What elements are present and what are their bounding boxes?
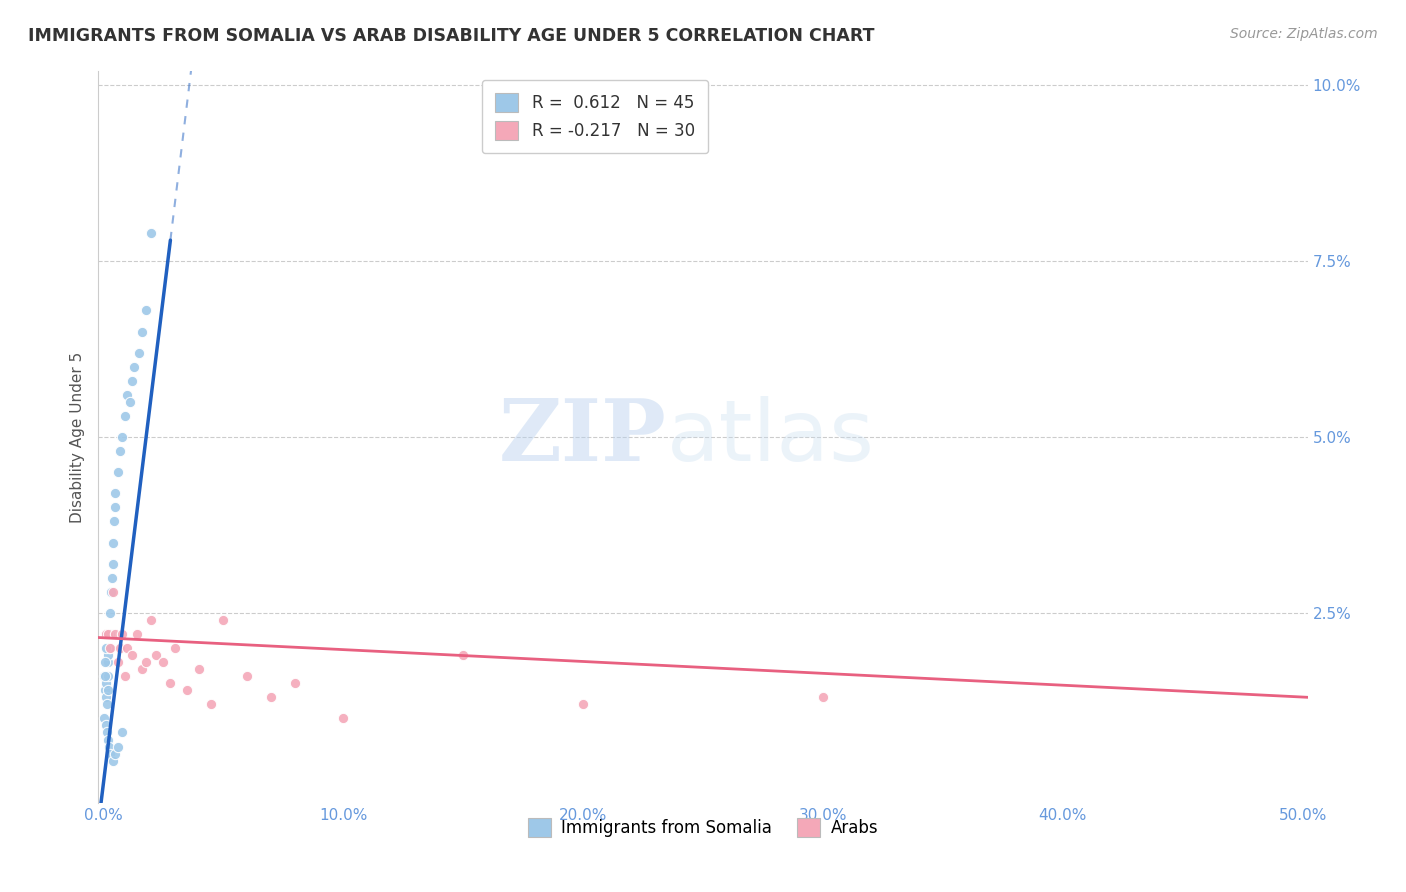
Point xyxy=(284,676,307,690)
Point xyxy=(811,690,834,705)
Point xyxy=(100,627,122,641)
Point xyxy=(115,641,138,656)
Point xyxy=(97,627,120,641)
Point xyxy=(101,754,124,768)
Point xyxy=(451,648,474,662)
Point xyxy=(100,571,122,585)
Point xyxy=(100,606,122,620)
Point xyxy=(94,627,117,641)
Point xyxy=(94,690,117,705)
Point xyxy=(124,359,146,374)
Point xyxy=(115,388,138,402)
Point xyxy=(104,627,127,641)
Y-axis label: Disability Age Under 5: Disability Age Under 5 xyxy=(69,351,84,523)
Point xyxy=(94,641,117,656)
Point xyxy=(98,739,121,754)
Point xyxy=(101,557,124,571)
Point xyxy=(94,718,117,732)
Point xyxy=(128,345,150,359)
Point xyxy=(111,627,134,641)
Point xyxy=(111,430,134,444)
Text: IMMIGRANTS FROM SOMALIA VS ARAB DISABILITY AGE UNDER 5 CORRELATION CHART: IMMIGRANTS FROM SOMALIA VS ARAB DISABILI… xyxy=(28,27,875,45)
Point xyxy=(159,676,181,690)
Point xyxy=(121,648,143,662)
Point xyxy=(131,662,153,676)
Point xyxy=(135,303,157,318)
Point xyxy=(200,698,222,712)
Point xyxy=(104,500,127,515)
Point xyxy=(97,655,120,669)
Point xyxy=(104,486,127,500)
Point xyxy=(145,648,167,662)
Point xyxy=(100,641,122,656)
Point xyxy=(114,669,136,683)
Point xyxy=(125,627,148,641)
Text: atlas: atlas xyxy=(666,395,875,479)
Point xyxy=(165,641,187,656)
Point xyxy=(118,395,141,409)
Point xyxy=(107,655,129,669)
Point xyxy=(100,584,122,599)
Point xyxy=(93,711,115,725)
Point xyxy=(135,655,157,669)
Point xyxy=(93,669,115,683)
Point xyxy=(96,683,118,698)
Point xyxy=(108,641,131,656)
Point xyxy=(114,409,136,423)
Point xyxy=(96,725,118,739)
Point xyxy=(101,584,124,599)
Point xyxy=(141,613,163,627)
Point xyxy=(152,655,174,669)
Point xyxy=(236,669,259,683)
Point xyxy=(108,444,131,458)
Point xyxy=(260,690,283,705)
Point xyxy=(94,655,117,669)
Point xyxy=(97,648,120,662)
Point xyxy=(98,641,121,656)
Point xyxy=(93,669,115,683)
Point xyxy=(103,515,125,529)
Text: ZIP: ZIP xyxy=(499,395,666,479)
Point xyxy=(96,698,118,712)
Point xyxy=(332,711,354,725)
Point xyxy=(94,676,117,690)
Point xyxy=(107,465,129,479)
Text: Source: ZipAtlas.com: Source: ZipAtlas.com xyxy=(1230,27,1378,41)
Point xyxy=(111,725,134,739)
Point xyxy=(212,613,235,627)
Point xyxy=(97,732,120,747)
Point xyxy=(104,747,127,761)
Legend: Immigrants from Somalia, Arabs: Immigrants from Somalia, Arabs xyxy=(520,810,886,846)
Point xyxy=(176,683,198,698)
Point xyxy=(572,698,595,712)
Point xyxy=(94,627,117,641)
Point xyxy=(107,739,129,754)
Point xyxy=(131,325,153,339)
Point xyxy=(121,374,143,388)
Point xyxy=(100,747,122,761)
Point xyxy=(141,226,163,240)
Point xyxy=(94,683,117,698)
Point xyxy=(97,669,120,683)
Point xyxy=(101,535,124,549)
Point xyxy=(188,662,211,676)
